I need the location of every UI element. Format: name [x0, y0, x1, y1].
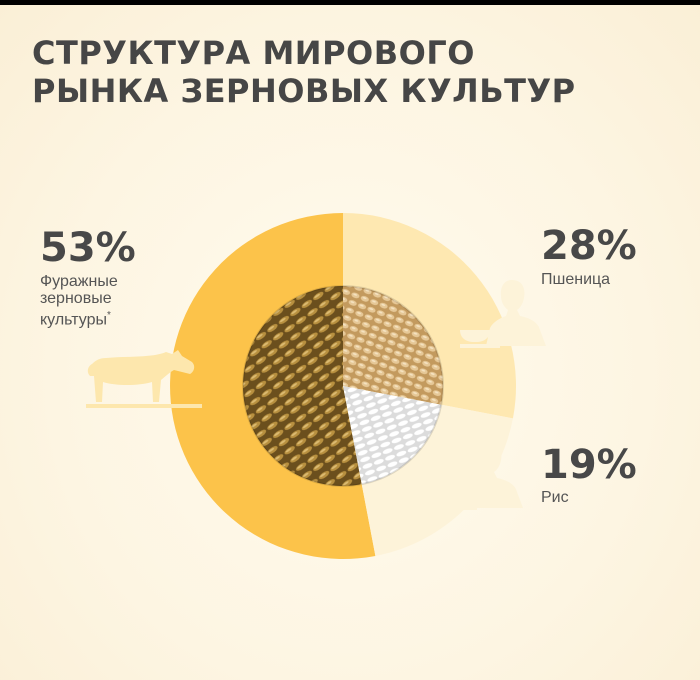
- person-with-bowl-icon: [460, 280, 546, 348]
- top-border: [0, 0, 700, 5]
- cow-icon: [86, 350, 202, 408]
- feed-grain-label: Фуражные зерновые культуры*: [40, 273, 118, 328]
- rice-label: Рис: [541, 489, 569, 506]
- feed-grain-label-line-3: культуры*: [40, 307, 118, 328]
- feed-grain-label-line-3-text: культуры: [40, 311, 107, 329]
- footnote-marker: *: [106, 310, 111, 321]
- wheat-percent: 28%: [541, 223, 637, 269]
- title-line-2: РЫНКА ЗЕРНОВЫХ КУЛЬТУР: [32, 72, 576, 110]
- wheat-label: Пшеница: [541, 271, 611, 288]
- feed-grain-label-line-2: зерновые: [40, 290, 112, 307]
- rice-percent: 19%: [541, 442, 637, 488]
- title-line-1: СТРУКТУРА МИРОВОГО: [32, 34, 475, 72]
- person-with-bowl-icon-rice: [437, 442, 523, 510]
- photo-circle-outline: [242, 285, 444, 487]
- page-title: СТРУКТУРА МИРОВОГО РЫНКА ЗЕРНОВЫХ КУЛЬТУ…: [32, 34, 576, 110]
- slice-rice-photo: [343, 386, 442, 485]
- slice-feed-grain-photo: [243, 286, 362, 487]
- feed-grain-label-line-1: Фуражные: [40, 273, 118, 290]
- feed-grain-percent: 53%: [40, 225, 136, 271]
- slice-wheat-photo: [343, 286, 444, 405]
